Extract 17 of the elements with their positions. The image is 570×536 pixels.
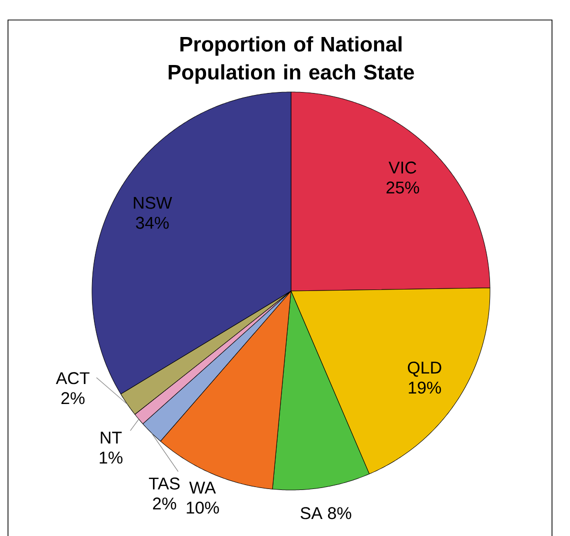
data-label: 25% — [386, 182, 420, 194]
chart-title: Proportion of National Population in each State — [168, 36, 414, 84]
slice-label: VIC — [388, 162, 416, 174]
data-label: 8% — [328, 507, 352, 520]
slice-label: SA — [300, 507, 322, 520]
data-label: 2% — [61, 392, 85, 404]
slice-label: ACT — [56, 372, 90, 384]
slice-label: NT — [100, 432, 122, 444]
slice-label: TAS — [148, 478, 180, 490]
data-label: 2% — [153, 498, 176, 510]
data-label: 1% — [100, 452, 122, 464]
slice-label: WA — [189, 482, 216, 494]
slice-label: QLD — [408, 362, 442, 377]
data-label: 10% — [186, 502, 219, 514]
data-label: 34% — [136, 216, 169, 229]
slice-label: NSW — [134, 196, 172, 209]
data-label: 19% — [408, 382, 441, 394]
